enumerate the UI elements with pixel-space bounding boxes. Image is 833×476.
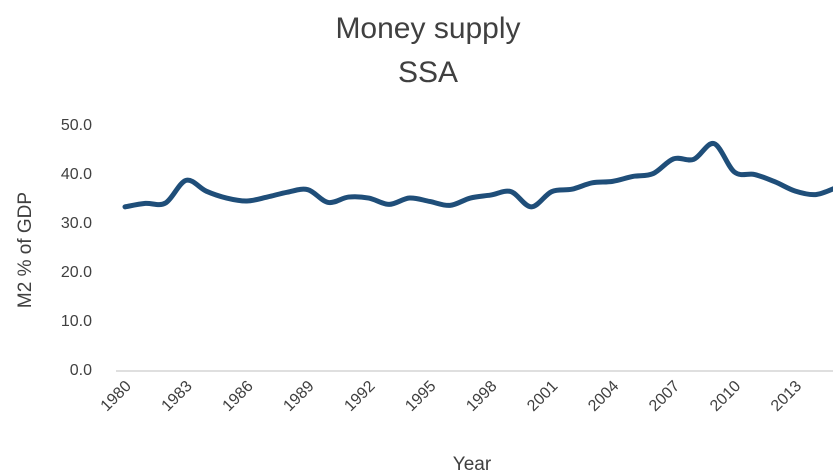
- x-tick-label: 1998: [463, 378, 500, 415]
- x-tick-label: 2007: [646, 378, 683, 415]
- y-tick-label: 0.0: [70, 362, 92, 379]
- x-tick-label: 1992: [341, 378, 378, 415]
- y-tick-label: 50.0: [61, 117, 92, 134]
- x-axis-label: Year: [453, 454, 492, 475]
- y-tick-label: 10.0: [61, 313, 92, 330]
- x-tick-label: 2010: [707, 378, 744, 415]
- chart-subtitle: SSA: [398, 56, 458, 89]
- x-tick-label: 2004: [585, 378, 622, 415]
- x-tick-label: 1989: [280, 378, 317, 415]
- x-tick-label: 2001: [524, 378, 561, 415]
- x-tick-label: 2013: [768, 378, 805, 415]
- y-tick-label: 30.0: [61, 215, 92, 232]
- y-axis-label: M2 % of GDP: [15, 192, 36, 308]
- x-tick-label: 1983: [159, 378, 196, 415]
- chart-title: Money supply: [335, 12, 520, 45]
- y-tick-label: 20.0: [61, 264, 92, 281]
- data-line: [122, 141, 833, 210]
- x-tick-label: 1980: [98, 378, 135, 415]
- x-tick-label: 1986: [220, 378, 257, 415]
- x-tick-label: 1995: [402, 378, 439, 415]
- y-tick-label: 40.0: [61, 166, 92, 183]
